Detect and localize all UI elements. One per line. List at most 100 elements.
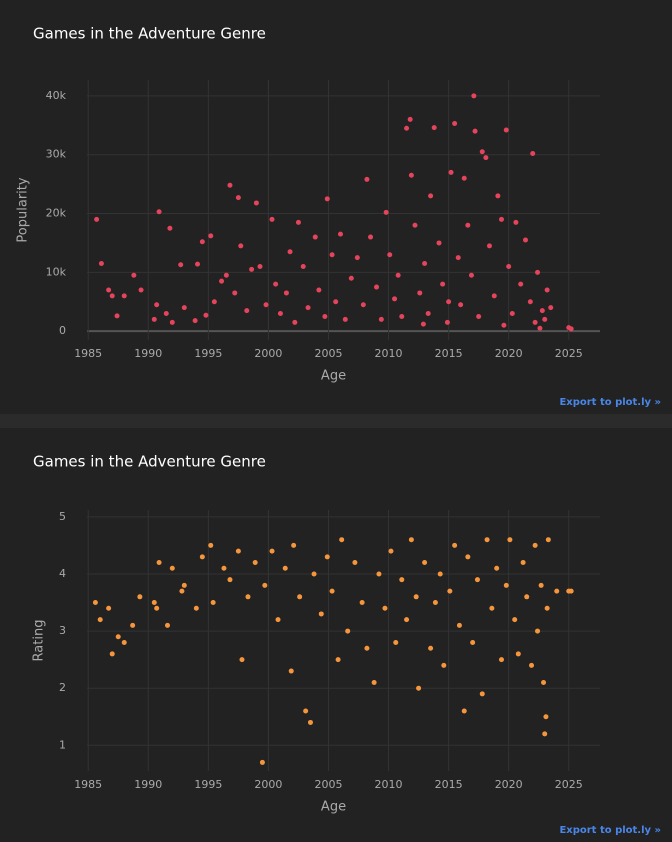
point (322, 313, 328, 319)
point (98, 261, 104, 267)
point (210, 600, 216, 606)
point (472, 128, 478, 134)
point (520, 560, 526, 566)
point (382, 605, 388, 611)
point (208, 233, 214, 239)
point (368, 234, 374, 240)
point (339, 537, 345, 543)
point (337, 231, 343, 237)
x-tick-label: 1995 (194, 347, 222, 360)
point (181, 582, 187, 588)
point (342, 316, 348, 322)
point (518, 281, 524, 287)
x-tick-label: 2020 (495, 347, 523, 360)
y-tick-label: 1 (59, 738, 66, 751)
x-tick-label: 2005 (314, 347, 342, 360)
point (303, 708, 309, 714)
point (106, 287, 112, 293)
point (512, 617, 518, 623)
point (277, 311, 283, 317)
x-tick-label: 1985 (74, 347, 102, 360)
point (269, 216, 275, 222)
point (249, 266, 255, 272)
x-tick-label: 2025 (555, 778, 583, 791)
point (283, 290, 289, 296)
point (316, 287, 322, 293)
point (455, 255, 461, 261)
point (544, 287, 550, 293)
point (371, 679, 377, 685)
point (507, 537, 513, 543)
point (498, 657, 504, 663)
x-tick-label: 1985 (74, 778, 102, 791)
point (422, 261, 428, 267)
point (387, 252, 393, 258)
point (503, 127, 509, 133)
point (568, 588, 574, 594)
point (181, 305, 187, 311)
point (446, 299, 452, 305)
point (465, 222, 471, 228)
point (535, 628, 541, 634)
point (223, 272, 229, 278)
x-tick-label: 2015 (435, 347, 463, 360)
point (376, 571, 382, 577)
point (474, 577, 480, 583)
point (399, 313, 405, 319)
point (448, 169, 454, 175)
point (151, 600, 157, 606)
point (287, 249, 293, 255)
point (263, 302, 269, 308)
point (114, 313, 120, 319)
point (532, 542, 538, 548)
y-tick-label: 0 (59, 324, 66, 337)
point (106, 605, 112, 611)
point (501, 322, 507, 328)
x-tick-label: 1990 (134, 778, 162, 791)
point (311, 571, 317, 577)
point (156, 209, 162, 215)
point (192, 318, 198, 324)
point (452, 121, 458, 127)
point (399, 577, 405, 583)
point (568, 326, 574, 332)
export-link[interactable]: Export to plot.ly » (559, 397, 661, 408)
point (378, 316, 384, 322)
point (545, 537, 551, 543)
point (244, 308, 250, 314)
point (498, 216, 504, 222)
y-tick-label: 5 (59, 510, 66, 523)
x-tick-label: 2005 (314, 778, 342, 791)
point (324, 196, 330, 202)
point (503, 582, 509, 588)
x-tick-label: 2025 (555, 347, 583, 360)
point (539, 308, 545, 314)
point (461, 175, 467, 181)
x-axis-title: Age (321, 800, 346, 815)
point (470, 639, 476, 645)
point (360, 302, 366, 308)
point (458, 302, 464, 308)
point (542, 731, 548, 737)
point (393, 639, 399, 645)
point (221, 565, 227, 571)
export-link[interactable]: Export to plot.ly » (559, 825, 661, 836)
point (305, 305, 311, 311)
point (238, 243, 244, 249)
point (441, 662, 447, 668)
point (262, 582, 268, 588)
point (137, 594, 143, 600)
point (515, 651, 521, 657)
point (374, 284, 380, 290)
point (456, 622, 462, 628)
point (156, 560, 162, 566)
point (554, 588, 560, 594)
point (211, 299, 217, 305)
point (407, 116, 413, 122)
point (288, 668, 294, 674)
y-tick-label: 10k (46, 265, 67, 278)
point (489, 605, 495, 611)
point (444, 319, 450, 325)
point (259, 759, 265, 765)
point (530, 151, 536, 157)
